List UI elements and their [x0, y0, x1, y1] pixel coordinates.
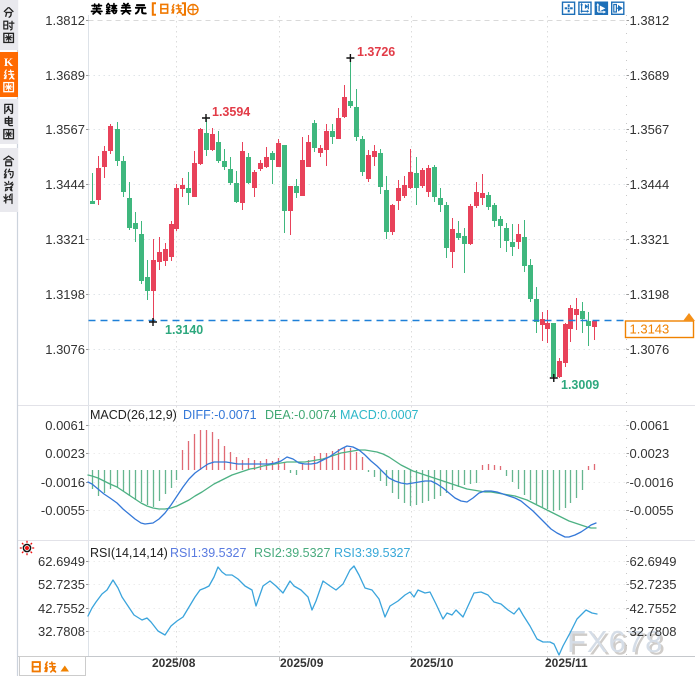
svg-text:1.3567: 1.3567 [630, 122, 670, 137]
svg-text:2025/08: 2025/08 [152, 656, 196, 670]
svg-text:32.7808: 32.7808 [630, 624, 677, 639]
svg-text:62.6949: 62.6949 [38, 554, 85, 569]
svg-text:0.0023: 0.0023 [630, 446, 670, 461]
svg-text:1.3726: 1.3726 [357, 45, 395, 59]
svg-text:1.3076: 1.3076 [45, 342, 85, 357]
svg-text:1.3594: 1.3594 [212, 105, 250, 119]
svg-text:RSI3:39.5327: RSI3:39.5327 [334, 546, 410, 560]
svg-text:1.3076: 1.3076 [630, 342, 670, 357]
svg-text:2025/09: 2025/09 [280, 656, 324, 670]
svg-text:1.3812: 1.3812 [45, 13, 85, 28]
svg-text:-0.0055: -0.0055 [630, 503, 674, 518]
svg-text:DIFF:-0.0071: DIFF:-0.0071 [183, 408, 257, 422]
svg-text:1.3689: 1.3689 [45, 68, 85, 83]
svg-text:0.0061: 0.0061 [45, 418, 85, 433]
svg-text:52.7235: 52.7235 [630, 577, 677, 592]
svg-text:42.7552: 42.7552 [630, 601, 677, 616]
svg-text:1.3198: 1.3198 [630, 287, 670, 302]
svg-text:1.3009: 1.3009 [561, 378, 599, 392]
svg-text:DEA:-0.0074: DEA:-0.0074 [265, 408, 337, 422]
svg-text:1.3689: 1.3689 [630, 68, 670, 83]
svg-text:-0.0016: -0.0016 [630, 475, 674, 490]
svg-text:2025/10: 2025/10 [410, 656, 454, 670]
svg-text:RSI(14,14,14): RSI(14,14,14) [90, 546, 168, 560]
svg-text:1.3140: 1.3140 [165, 323, 203, 337]
svg-text:52.7235: 52.7235 [38, 577, 85, 592]
svg-text:RSI1:39.5327: RSI1:39.5327 [170, 546, 246, 560]
svg-text:1.3198: 1.3198 [45, 287, 85, 302]
svg-text:2025/11: 2025/11 [545, 656, 588, 670]
svg-text:-0.0016: -0.0016 [41, 475, 85, 490]
svg-text:RSI2:39.5327: RSI2:39.5327 [254, 546, 330, 560]
svg-text:1.3321: 1.3321 [45, 232, 85, 247]
svg-text:MACD(26,12,9): MACD(26,12,9) [90, 408, 177, 422]
svg-text:1.3567: 1.3567 [45, 122, 85, 137]
svg-text:1.3444: 1.3444 [630, 177, 670, 192]
svg-text:-0.0055: -0.0055 [41, 503, 85, 518]
svg-text:42.7552: 42.7552 [38, 601, 85, 616]
svg-text:62.6949: 62.6949 [630, 554, 677, 569]
svg-text:32.7808: 32.7808 [38, 624, 85, 639]
svg-text:0.0023: 0.0023 [45, 446, 85, 461]
svg-text:FX678: FX678 [567, 624, 663, 659]
svg-text:1.3321: 1.3321 [630, 232, 670, 247]
svg-text:1.3143: 1.3143 [630, 322, 670, 337]
svg-text:K: K [4, 55, 14, 69]
svg-text:MACD:0.0007: MACD:0.0007 [340, 408, 419, 422]
svg-text:0.0061: 0.0061 [630, 418, 670, 433]
svg-text:FX678: FX678 [570, 627, 666, 662]
svg-text:1.3444: 1.3444 [45, 177, 85, 192]
svg-text:1.3812: 1.3812 [630, 13, 670, 28]
